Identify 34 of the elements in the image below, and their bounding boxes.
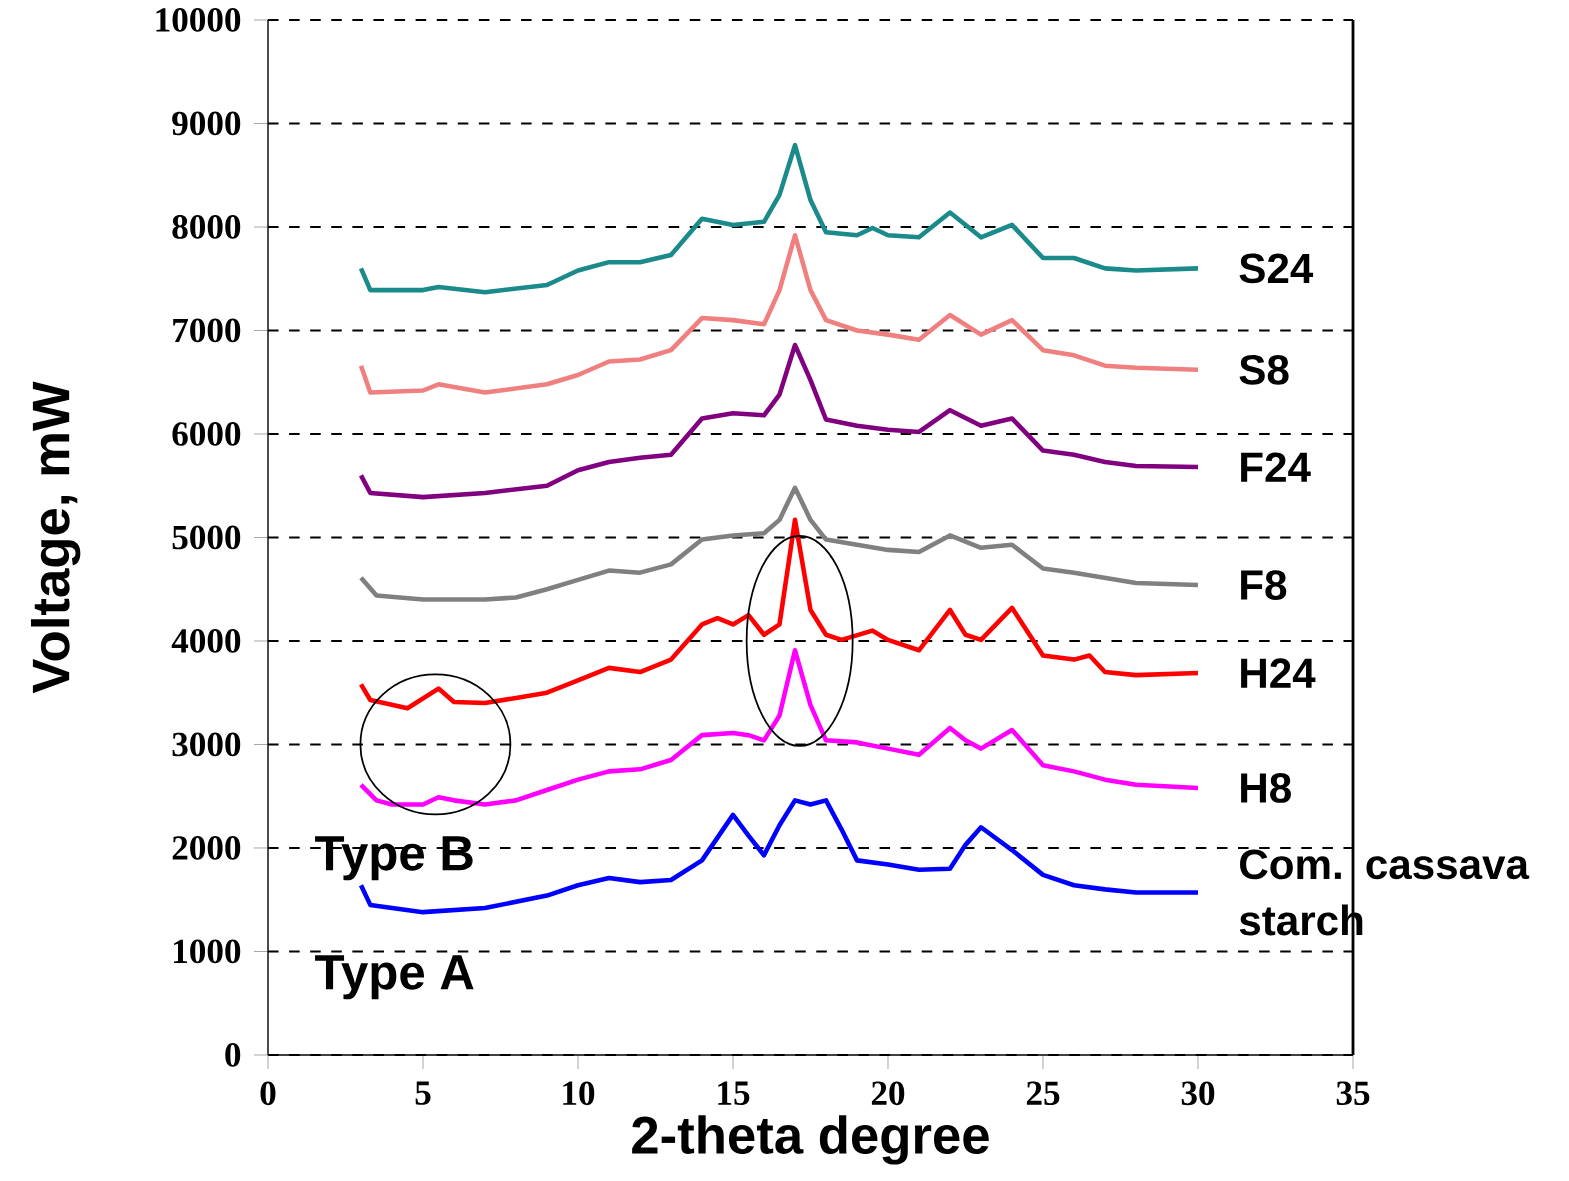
line-series [358, 648, 1201, 807]
x-tick-label: 10 [563, 1081, 595, 1106]
x-tick-label: 25 [1026, 1081, 1060, 1106]
series-label: H24 [1241, 658, 1316, 688]
y-tick-label: 1000 [174, 939, 241, 964]
y-tick-label: 3000 [172, 732, 241, 757]
y-tick-label: 5000 [172, 525, 241, 550]
annotation: Type B [315, 836, 473, 881]
y-tick-label: 8000 [172, 215, 241, 239]
series-label: F8 [1241, 570, 1287, 601]
x-tick-label: 20 [871, 1081, 905, 1106]
y-tick-label: 2000 [172, 836, 241, 860]
y-tick-label: 6000 [172, 422, 241, 446]
x-tick-label: 15 [718, 1081, 750, 1105]
series-label: H8 [1241, 773, 1291, 803]
series-label: S8 [1239, 354, 1289, 385]
y-tick-label: 10000 [156, 8, 241, 32]
x-tick-label: 0 [260, 1081, 276, 1106]
x-tick-label: 30 [1181, 1081, 1215, 1106]
x-tick-label: 35 [1336, 1081, 1370, 1106]
line-series [358, 232, 1201, 395]
line-series [358, 517, 1201, 711]
x-axis-title: 2-theta degree [632, 1115, 989, 1165]
x-tick-label: 5 [415, 1081, 431, 1105]
series-label: F24 [1241, 452, 1311, 482]
annotation: Type A [315, 955, 474, 1000]
y-axis-title: Voltage, mW [30, 381, 81, 694]
line-series [358, 342, 1201, 500]
y-tick-label: 4000 [171, 629, 241, 653]
y-tick-label: 9000 [172, 111, 241, 136]
series-label: S24 [1239, 253, 1314, 284]
line-series [358, 142, 1201, 295]
y-tick-label: 0 [225, 1043, 241, 1067]
y-tick-label: 7000 [173, 318, 241, 343]
